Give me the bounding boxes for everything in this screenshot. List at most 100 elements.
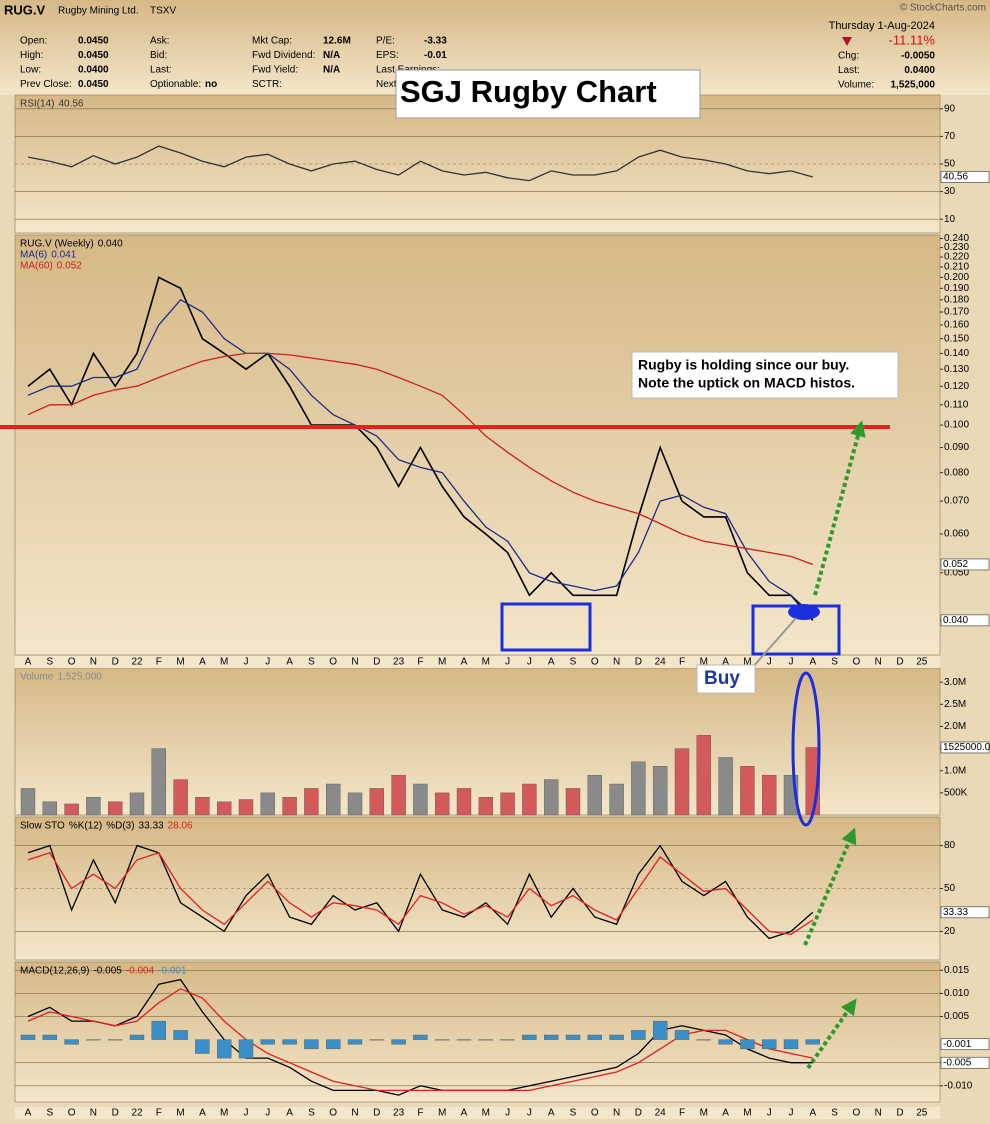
legend-text: Slow STO [20,821,65,832]
field-value: no [205,79,217,90]
x-tick-label: O [853,1108,861,1119]
line [27,276,814,621]
y-tick-label: 30 [944,186,956,197]
bar [282,797,297,816]
field-value: -0.01 [424,50,447,61]
field-label: Fwd Yield: [252,65,298,76]
bar [107,801,123,816]
x-tick-label: M [438,657,446,668]
field-label: Mkt Cap: [252,36,292,47]
quote-value: 0.0400 [904,65,935,76]
x-tick-label: J [244,1108,249,1119]
x-tick-label: S [308,657,315,668]
field-label: Ask: [150,36,169,47]
legend-text: MACD(12,26,9) [20,966,89,977]
credit: © StockCharts.com [900,3,986,14]
legend-text: 33.33 [139,821,164,832]
field-label: Prev Close: [20,79,72,90]
bar [478,1039,493,1041]
bar [609,1034,624,1040]
field-value: 0.0450 [78,36,109,47]
note-box [631,351,899,399]
bar [456,1039,472,1041]
quote-value: -0.0050 [901,51,935,62]
y-tick-label: 3.0M [944,677,966,688]
bar [195,1039,210,1054]
line [27,145,813,182]
bar [500,1039,515,1041]
bar [20,788,36,816]
quote-value: 1,525,000 [891,80,936,91]
line [27,852,814,935]
note-text: Rugby is holding since our buy. [638,357,849,373]
bar [522,783,537,816]
header: RUG.V Rugby Mining Ltd. TSXV © StockChar… [4,2,986,47]
bar [129,792,145,816]
bar [653,1020,668,1040]
bar [391,774,406,816]
legend-text: 28.06 [168,821,193,832]
legend-text: 0.041 [51,250,76,261]
y-tick-label: 0.010 [944,988,969,999]
bar [609,783,624,816]
x-tick-label: F [156,1108,162,1119]
down-arrow [842,37,852,46]
x-tick-label: M [700,657,708,668]
x-axis-bg [15,656,940,668]
bar [129,1034,145,1040]
x-tick-label: D [373,657,380,668]
panel-bg [14,234,941,656]
bar [238,799,254,816]
bar [282,1039,297,1045]
legend-text: -0.005 [93,966,122,977]
field-value: 0.0400 [78,65,109,76]
x-tick-label: A [548,1108,555,1119]
y-tick-label: 2.5M [944,699,966,710]
y-tick-label: 20 [944,926,956,937]
bar [696,735,711,816]
x-tick-label: S [570,1108,577,1119]
bar [631,761,646,816]
y-tick-label: 0.170 [944,307,969,318]
y-tick-label: 0.220 [944,252,969,263]
value-tag: -0.001 [943,1039,972,1050]
field-value: 0.0450 [78,79,109,90]
x-tick-label: D [896,1108,903,1119]
x-tick-label: J [244,657,249,668]
value-tag-box [940,171,990,183]
bar [413,1034,428,1040]
bar [20,1034,36,1040]
bar [522,1034,537,1040]
x-tick-label: J [505,1108,510,1119]
legend-text: 1,525,000 [57,672,102,683]
x-tick-label: D [112,657,119,668]
x-tick-label: O [591,1108,599,1119]
bar [216,1039,232,1059]
x-tick-label: A [461,657,468,668]
x-tick-label: M [482,1108,490,1119]
bar [304,788,319,816]
bar [565,788,581,816]
x-tick-label: 25 [916,1108,928,1119]
note-text: Note the uptick on MACD histos. [638,375,855,391]
x-tick-label: A [722,1108,729,1119]
y-tick-label: 0.230 [944,242,969,253]
bar [369,788,384,816]
y-tick-label: 50 [944,883,956,894]
x-tick-label: A [199,1108,206,1119]
bar [413,783,428,816]
trend-arrow [813,420,866,596]
x-tick-label: S [570,657,577,668]
x-tick-label: 23 [393,657,405,668]
buy-label: Buy [704,668,740,689]
x-tick-label: M [176,657,184,668]
value-tag: 1525000.0 [943,742,990,753]
bar [435,1039,450,1041]
bar [151,1020,167,1040]
y-tick-label: 0.005 [944,1011,969,1022]
field-label: Open: [20,36,47,47]
y-tick-label: 0.160 [944,320,969,331]
line [27,352,814,566]
y-tick-label: 0.050 [944,567,969,578]
x-tick-label: N [613,657,620,668]
